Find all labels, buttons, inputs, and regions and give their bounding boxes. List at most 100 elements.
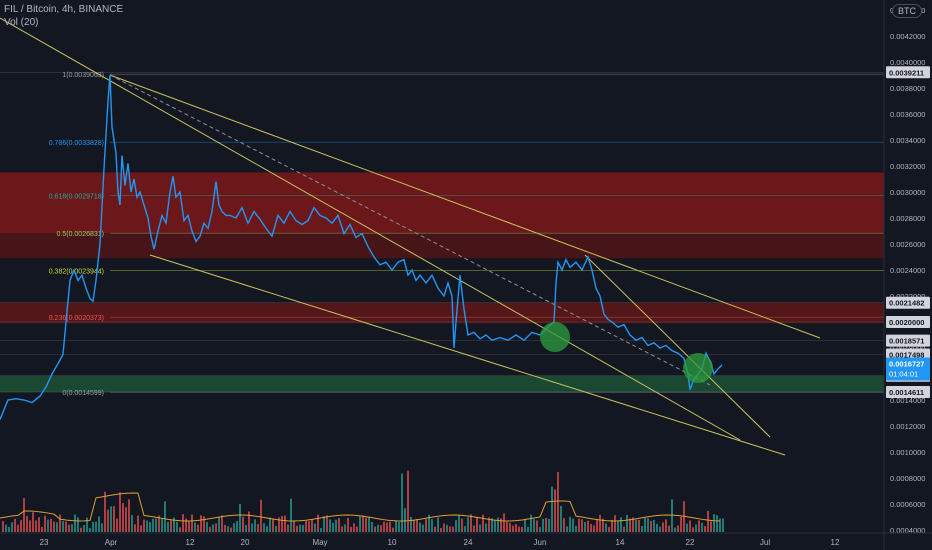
volume-bar	[569, 516, 571, 532]
trendlines	[0, 17, 821, 456]
volume-bar	[338, 518, 340, 532]
volume-bar	[251, 523, 253, 532]
fib-level-label: 0.5(0.0026831)	[57, 231, 104, 238]
volume-bar	[173, 517, 175, 532]
volume-bar	[248, 511, 250, 532]
volume-bar	[209, 526, 211, 532]
volume-bar	[116, 518, 118, 532]
volume-bar	[104, 491, 106, 532]
volume-bar	[188, 520, 190, 532]
time-tick-label: 12	[186, 538, 195, 547]
volume-bar	[344, 524, 346, 532]
currency-badge[interactable]: BTC	[892, 4, 922, 18]
volume-bar	[695, 524, 697, 532]
volume-bar	[167, 521, 169, 532]
price-label-text: 0.0020000	[889, 318, 924, 327]
volume-bar	[533, 519, 535, 532]
volume-bar	[206, 522, 208, 532]
volume-bar	[407, 470, 409, 532]
time-tick-label: Jun	[534, 538, 547, 547]
volume-bar	[320, 527, 322, 532]
volume-bar	[38, 517, 40, 532]
volume-bar	[254, 519, 256, 532]
last-price-value: 0.0016727	[889, 360, 924, 369]
fib-level-label: 0(0.0014599)	[62, 390, 104, 397]
volume-bar	[269, 517, 271, 532]
volume-bar	[515, 524, 517, 532]
volume-bar	[377, 524, 379, 532]
volume-bar	[572, 518, 574, 532]
volume-bar	[29, 520, 31, 532]
volume-bar	[218, 517, 220, 532]
last-price-box	[886, 357, 930, 381]
volume-bar	[311, 519, 313, 532]
volume-bar	[587, 520, 589, 532]
price-label-box	[886, 334, 930, 347]
volume-bar	[356, 526, 358, 532]
volume-bar	[551, 486, 553, 532]
volume-bar	[275, 526, 277, 532]
volume-bar	[671, 499, 673, 532]
price-label-text: 0.0014611	[889, 388, 924, 397]
volume-bar	[545, 518, 547, 532]
volume-bar	[35, 520, 37, 532]
time-tick-label: Jul	[760, 538, 770, 547]
volume-bar	[236, 521, 238, 532]
volume-bar	[401, 473, 403, 532]
volume-bar	[224, 524, 226, 532]
volume-bar	[260, 499, 262, 532]
highlight-circles	[540, 322, 713, 383]
price-tick-label: 0.0006000	[890, 500, 925, 509]
volume-bar	[20, 520, 22, 532]
price-label-text: 0.0039211	[889, 68, 924, 77]
fib-zone	[0, 172, 884, 234]
trendline-dashed	[109, 74, 711, 386]
volume-bar	[161, 518, 163, 532]
volume-bar	[566, 526, 568, 532]
volume-bar	[662, 522, 664, 532]
volume-bar	[44, 515, 46, 532]
volume-bar	[191, 514, 193, 532]
volume-bar	[92, 521, 94, 532]
volume-bar	[449, 526, 451, 532]
volume-bar	[194, 522, 196, 532]
volume-bar	[452, 526, 454, 532]
volume-bar	[359, 516, 361, 532]
volume-bar	[143, 519, 145, 532]
volume-bar	[293, 520, 295, 532]
volume-bar	[470, 514, 472, 532]
volume-bar	[230, 527, 232, 532]
volume-bar	[305, 521, 307, 532]
volume-bar	[329, 519, 331, 532]
volume-bar	[149, 522, 151, 532]
volume-bar	[461, 518, 463, 532]
volume-bar	[53, 521, 55, 532]
volume-bar	[281, 515, 283, 532]
volume-bar	[386, 522, 388, 532]
volume-bar	[125, 507, 127, 532]
fib-level-label: 0.786(0.0033828)	[49, 140, 104, 147]
volume-bar	[47, 519, 49, 532]
trendline-channel-upper	[109, 74, 821, 339]
volume-bar	[56, 522, 58, 532]
price-tick-label: 0.0032000	[890, 162, 925, 171]
volume-bar	[518, 526, 520, 532]
volume-bar	[347, 517, 349, 532]
price-tick-label: 0.0008000	[890, 474, 925, 483]
volume-bar	[485, 523, 487, 532]
volume-bar	[722, 518, 724, 532]
volume-bar	[554, 489, 556, 532]
volume-bar	[95, 521, 97, 532]
volume-bar	[8, 526, 10, 532]
trendline-steep-down	[584, 254, 771, 438]
price-label-box	[886, 348, 930, 361]
volume-indicator-label[interactable]: Vol (20)	[4, 17, 39, 28]
volume-bar	[50, 518, 52, 532]
volume-bar	[257, 524, 259, 532]
volume-bar	[584, 521, 586, 532]
volume-bar	[578, 518, 580, 532]
volume-bar	[482, 514, 484, 532]
volume-bar	[308, 521, 310, 532]
volume-bar	[296, 525, 298, 532]
